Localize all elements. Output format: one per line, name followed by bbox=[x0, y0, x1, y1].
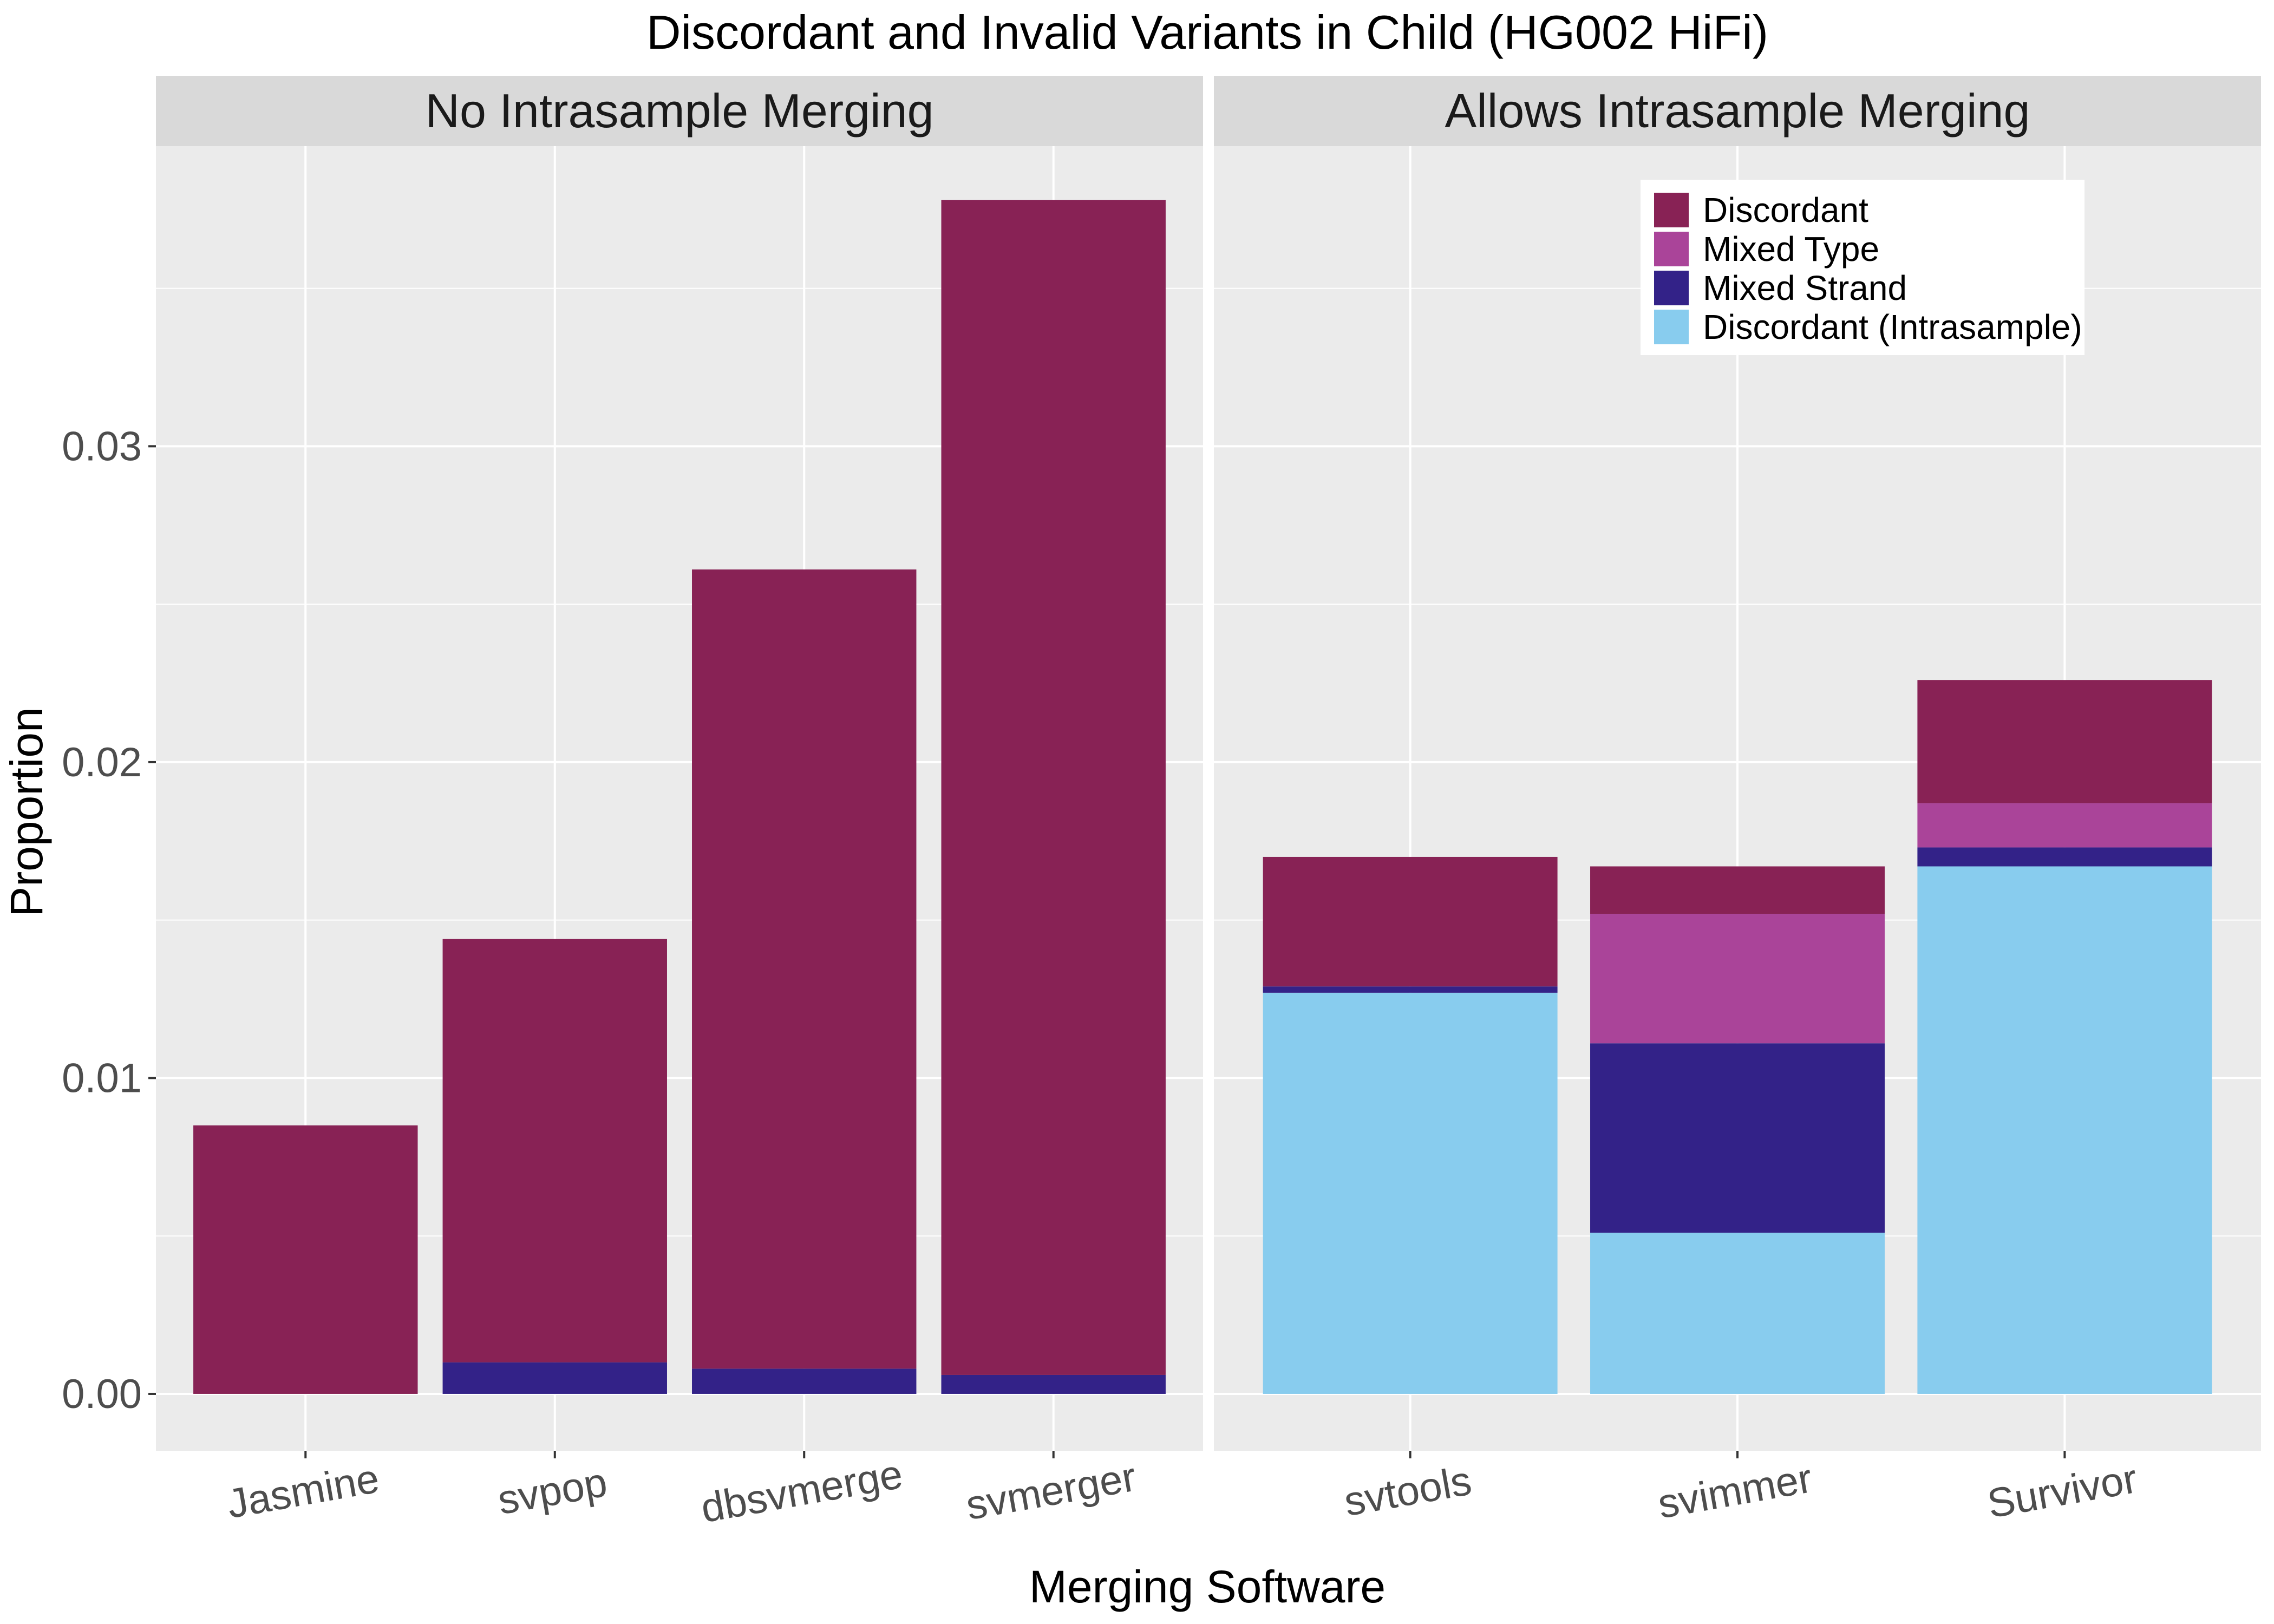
legend-label: Discordant bbox=[1703, 191, 1868, 230]
legend-label: Mixed Strand bbox=[1703, 269, 1907, 307]
facet-strip bbox=[1214, 76, 2261, 146]
legend-label: Mixed Type bbox=[1703, 230, 1879, 269]
legend-swatch bbox=[1654, 232, 1689, 266]
y-axis-title: Proportion bbox=[1, 707, 52, 917]
bar-segment-mixed-strand bbox=[1263, 986, 1558, 993]
bar-segment-discordant-intrasample bbox=[1263, 992, 1558, 1394]
bar-segment-discordant bbox=[1917, 680, 2212, 803]
y-tick-label: 0.00 bbox=[62, 1371, 142, 1417]
bar-segment-discordant-intrasample bbox=[1590, 1233, 1885, 1394]
bar-segment-discordant bbox=[692, 569, 917, 1369]
legend-swatch bbox=[1654, 310, 1689, 344]
legend-swatch bbox=[1654, 193, 1689, 227]
facet-strip-label: No Intrasample Merging bbox=[425, 84, 933, 137]
bar-segment-mixed-strand bbox=[442, 1362, 667, 1394]
bar-segment-mixed-strand bbox=[692, 1368, 917, 1394]
facet-strip bbox=[156, 76, 1203, 146]
bar-segment-discordant bbox=[442, 939, 667, 1363]
bar-segment-discordant bbox=[1263, 856, 1558, 987]
x-axis-title: Merging Software bbox=[1029, 1561, 1386, 1612]
bar-segment-mixed-type bbox=[1917, 803, 2212, 848]
chart-title: Discordant and Invalid Variants in Child… bbox=[646, 5, 1768, 59]
bar-segment-discordant bbox=[941, 200, 1166, 1375]
bar-segment-mixed-strand bbox=[1590, 1043, 1885, 1233]
bar-segment-mixed-strand bbox=[941, 1374, 1166, 1394]
bar-segment-discordant bbox=[193, 1125, 418, 1394]
y-tick-label: 0.01 bbox=[62, 1055, 142, 1101]
facet-strip-label: Allows Intrasample Merging bbox=[1445, 84, 2030, 137]
bar-segment-discordant-intrasample bbox=[1917, 866, 2212, 1394]
legend-swatch bbox=[1654, 271, 1689, 305]
y-tick-label: 0.03 bbox=[62, 423, 142, 469]
legend-label: Discordant (Intrasample) bbox=[1703, 307, 2082, 346]
legend-box bbox=[1641, 180, 2084, 355]
bar-segment-mixed-strand bbox=[1917, 847, 2212, 867]
y-tick-label: 0.02 bbox=[62, 739, 142, 785]
bar-segment-mixed-type bbox=[1590, 913, 1885, 1044]
bar-segment-discordant bbox=[1590, 866, 1885, 914]
